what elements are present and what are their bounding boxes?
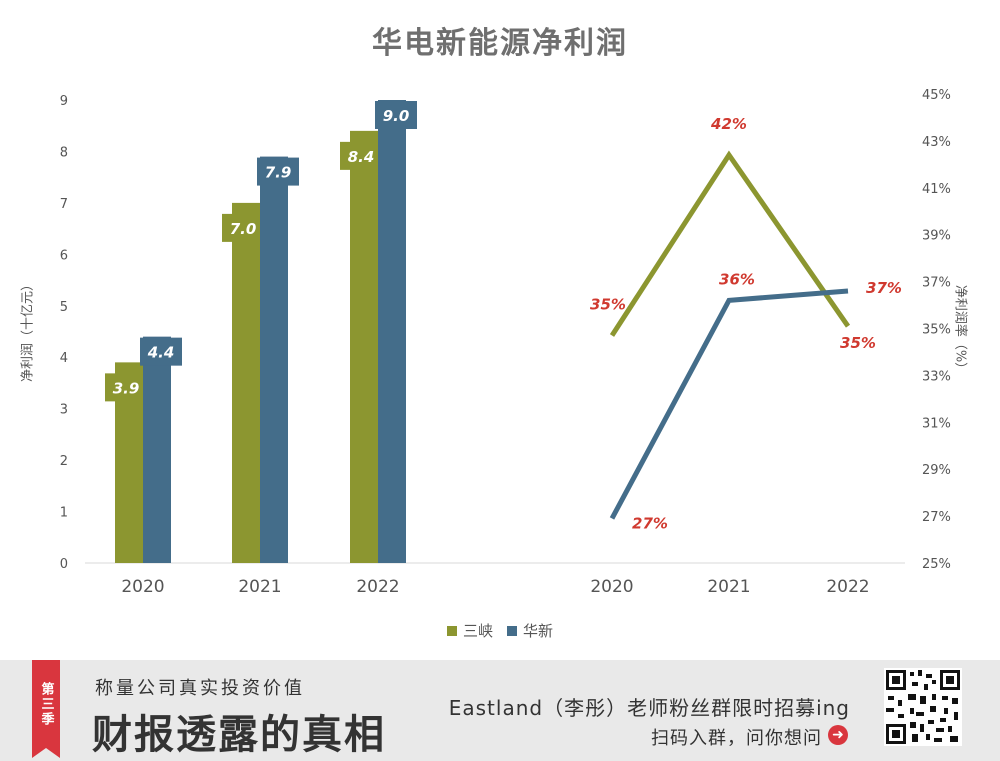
line-data-label: 37% [866, 279, 902, 297]
legend: 三峡 华新 [0, 620, 1000, 641]
right-axis-tick-label: 33% [922, 369, 951, 384]
left-axis-tick-label: 6 [60, 248, 68, 263]
line-category-label: 2022 [826, 577, 869, 597]
right-axis-tick-label: 31% [922, 416, 951, 431]
arrow-right-icon: ➜ [828, 725, 848, 745]
line-category-label: 2020 [590, 577, 633, 597]
bar-data-label: 7.0 [230, 220, 257, 238]
left-axis-title: 净利润（十亿元） [20, 277, 36, 383]
left-axis-tick-label: 4 [60, 351, 68, 366]
right-axis-tick-label: 43% [922, 135, 951, 150]
footer-banner: 第三季 称量公司真实投资价值 财报透露的真相 Eastland（李彤）老师粉丝群… [0, 660, 1000, 761]
bar-category-label: 2022 [356, 577, 399, 597]
legend-label-huaxin: 华新 [523, 622, 554, 640]
bar-data-label: 8.4 [348, 148, 375, 166]
left-axis-tick-label: 2 [60, 454, 68, 469]
banner-subtitle: 称量公司真实投资价值 [95, 678, 305, 699]
right-axis-tick-label: 29% [922, 463, 951, 478]
line-data-label: 27% [632, 514, 668, 532]
qr-code-icon[interactable] [884, 668, 962, 746]
banner-main-title: 财报透露的真相 [92, 711, 386, 758]
banner-recruit-text: Eastland（李彤）老师粉丝群限时招募ing [448, 696, 850, 720]
left-axis-tick-label: 9 [60, 94, 68, 109]
line-sanxia [609, 150, 851, 337]
bar-sanxia [232, 202, 260, 563]
left-axis-tick-label: 0 [60, 557, 68, 572]
line-category-label: 2021 [707, 577, 750, 597]
right-axis-tick-label: 45% [922, 88, 951, 103]
right-axis-tick-label: 37% [922, 276, 951, 291]
legend-item-sanxia: 三峡 [446, 620, 493, 641]
legend-label-sanxia: 三峡 [462, 622, 493, 640]
left-axis-tick-label: 7 [60, 197, 68, 212]
line-huaxin [609, 288, 849, 520]
bar-category-label: 2020 [121, 577, 164, 597]
line-data-label: 35% [840, 334, 876, 352]
bar-huaxin [260, 156, 288, 564]
chart-area: 华电新能源净利润 0 1 2 3 4 5 6 7 8 9 3.9 4.4 2020 7.0 7.9 2021 8… [0, 26, 1000, 641]
left-axis-tick-label: 5 [60, 300, 68, 315]
right-axis-tick-label: 41% [922, 182, 951, 197]
legend-swatch-huaxin [507, 625, 517, 636]
bar-label-box [222, 213, 264, 242]
bar-label-box [257, 157, 299, 186]
line-data-label: 42% [710, 115, 747, 133]
bar-label-box [140, 337, 182, 366]
bar-data-label: 3.9 [113, 379, 140, 397]
left-axis-tick-label: 1 [60, 506, 68, 521]
right-axis-tick-label: 39% [922, 229, 951, 244]
right-axis-tick-label: 35% [922, 323, 951, 338]
chart-svg: 0 1 2 3 4 5 6 7 8 9 3.9 4.4 2020 7.0 7.9 2021 8.4 9.0 2022… [60, 88, 951, 597]
line-data-label: 36% [719, 270, 755, 288]
left-axis-tick-label: 8 [60, 145, 68, 160]
chart-title: 华电新能源净利润 [372, 26, 628, 61]
right-axis-title: 净利润率（%） [952, 284, 968, 376]
bar-data-label: 7.9 [265, 164, 292, 182]
left-axis-tick-label: 3 [60, 403, 68, 418]
bar-label-box [375, 101, 417, 129]
bar-huaxin [143, 336, 171, 563]
legend-swatch-sanxia [446, 625, 457, 636]
bar-data-label: 9.0 [383, 107, 410, 125]
bar-sanxia [350, 130, 378, 563]
season-tag: 第三季 [32, 660, 60, 758]
bar-label-box [340, 141, 382, 170]
banner-scan-text: 扫码入群，问你想问 [651, 728, 822, 749]
right-axis-tick-label: 25% [922, 557, 951, 572]
right-axis-tick-label: 27% [922, 510, 951, 525]
bar-label-box [105, 373, 147, 402]
bar-data-label: 4.4 [147, 344, 175, 362]
bar-huaxin [378, 100, 406, 563]
legend-item-huaxin: 华新 [507, 620, 553, 641]
bar-category-label: 2021 [238, 577, 281, 597]
line-data-label: 35% [590, 296, 626, 314]
